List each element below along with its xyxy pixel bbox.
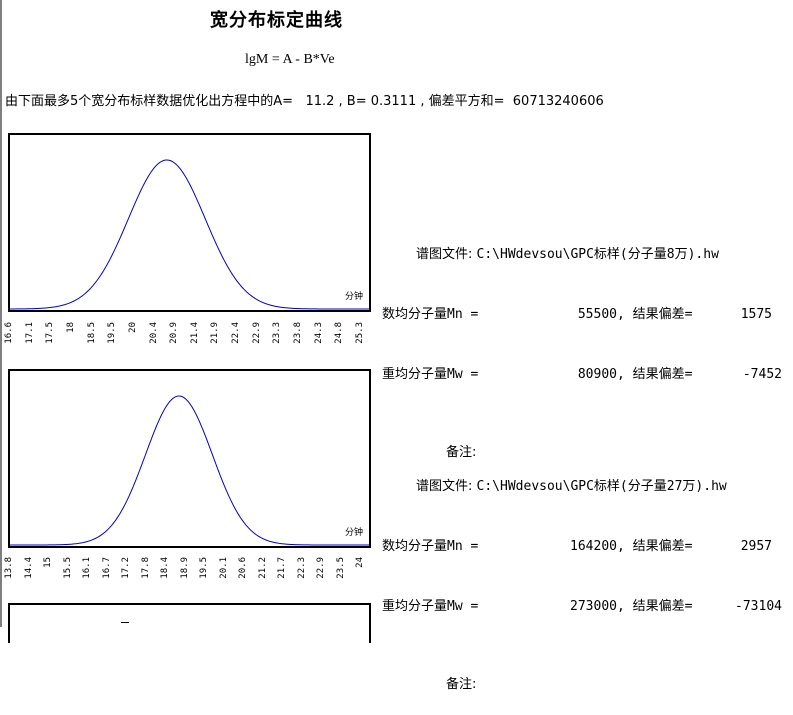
x-tick-label: 23.8 [293,322,304,344]
x-axis-ticks-1: 16.6 17.1 17.5 18 18.5 19.5 20 20.4 20.9 21.4 21.9… [0,322,380,362]
x-tick-label: 17.2 [121,557,131,579]
x-tick-label: 18 [65,322,76,333]
x-tick-label: 23.3 [272,322,283,344]
window-left-border [0,0,2,627]
file-label: 谱图文件: [416,247,473,262]
x-tick-label: 21.2 [257,557,268,579]
x-tick-label: 14.4 [23,557,34,579]
remark-label: 备注: [446,677,477,692]
chart-3-partial-mark [121,622,129,626]
sample-info-1: 谱图文件: C:\HWdevsou\GPC标样(分子量8万).hw 数均分子量M… [382,205,782,483]
x-tick-label: 21.4 [189,322,200,344]
x-tick-label: 24.8 [334,322,345,344]
x-tick-label: 16.6 [4,322,14,344]
x-tick-label: 21.9 [210,322,221,344]
mn-deviation-label: , 结果偏差= [617,539,693,554]
x-tick-label: 20.6 [238,557,248,579]
mn-deviation: 1575 [740,307,772,322]
fit-result-description: 由下面最多5个宽分布标样数据优化出方程中的A= 11.2 , B= 0.3111… [5,94,604,109]
x-tick-label: 18.9 [179,557,190,579]
x-tick-label: 15.5 [62,557,73,579]
chromatogram-chart-3 [8,603,371,643]
x-tick-label: 20.9 [169,322,180,344]
x-tick-label: 17.1 [24,322,35,344]
mw-label: 重均分子量Mw = [382,367,479,382]
mw-label: 重均分子量Mw = [382,599,479,614]
x-tick-label: 19.5 [107,322,118,344]
chart-unit-label-1: 分钟 [344,292,363,302]
x-tick-label: 24.3 [313,322,324,344]
file-path: C:\HWdevsou\GPC标样(分子量27万).hw [476,479,727,494]
x-tick-label: 24 [355,557,365,568]
chromatogram-curve-1 [10,159,369,310]
x-tick-label: 15 [43,557,53,568]
x-tick-label: 16.1 [82,557,92,579]
x-tick-label: 18.4 [160,557,170,579]
mw-deviation-label: , 结果偏差= [617,599,693,614]
remark-label: 备注: [446,445,477,460]
chromatogram-plot-1 [10,159,369,310]
x-tick-label: 23.5 [335,557,346,579]
x-tick-label: 20.1 [218,557,229,579]
chromatogram-curve-2 [10,395,369,546]
x-tick-label: 25.3 [355,322,365,344]
chromatogram-chart-2: 分钟 [8,369,371,548]
x-tick-label: 17.8 [140,557,151,579]
mn-label: 数均分子量Mn = [382,539,479,554]
x-tick-label: 17.5 [45,322,56,344]
x-tick-label: 22.9 [251,322,262,344]
x-tick-label: 16.7 [101,557,112,579]
mn-value: 164200 [570,539,617,554]
x-tick-label: 13.8 [4,557,14,579]
mw-value: 273000 [570,599,617,614]
mn-deviation-label: , 结果偏差= [617,307,693,322]
x-tick-label: 22.4 [231,322,242,344]
x-tick-label: 20.4 [148,322,159,344]
mw-deviation: -7452 [742,367,782,382]
file-path: C:\HWdevsou\GPC标样(分子量8万).hw [476,247,719,262]
x-tick-label: 21.7 [277,557,287,579]
mn-label: 数均分子量Mn = [382,307,479,322]
mw-deviation: -73104 [735,599,782,614]
sample-info-2: 谱图文件: C:\HWdevsou\GPC标样(分子量27万).hw 数均分子量… [382,437,782,715]
x-tick-label: 19.5 [199,557,209,579]
x-axis-ticks-2: 13.8 14.4 15 15.5 16.1 16.7 17.2 17.8 18.4 18.9 19… [0,557,380,597]
chromatogram-chart-1: 分钟 [8,133,371,312]
calibration-formula: lgM = A - B*Ve [245,52,335,67]
mn-deviation: 2957 [740,539,772,554]
x-tick-label: 18.5 [86,322,97,344]
page-title: 宽分布标定曲线 [210,10,343,31]
x-tick-label: 20 [127,322,138,333]
file-label: 谱图文件: [416,479,473,494]
x-tick-label: 22.3 [296,557,307,579]
chart-unit-label-2: 分钟 [344,528,363,538]
mw-value: 80900 [577,367,617,382]
chromatogram-plot-2 [10,395,369,546]
x-tick-label: 22.9 [316,557,326,579]
mn-value: 55500 [577,307,617,322]
mw-deviation-label: , 结果偏差= [617,367,693,382]
